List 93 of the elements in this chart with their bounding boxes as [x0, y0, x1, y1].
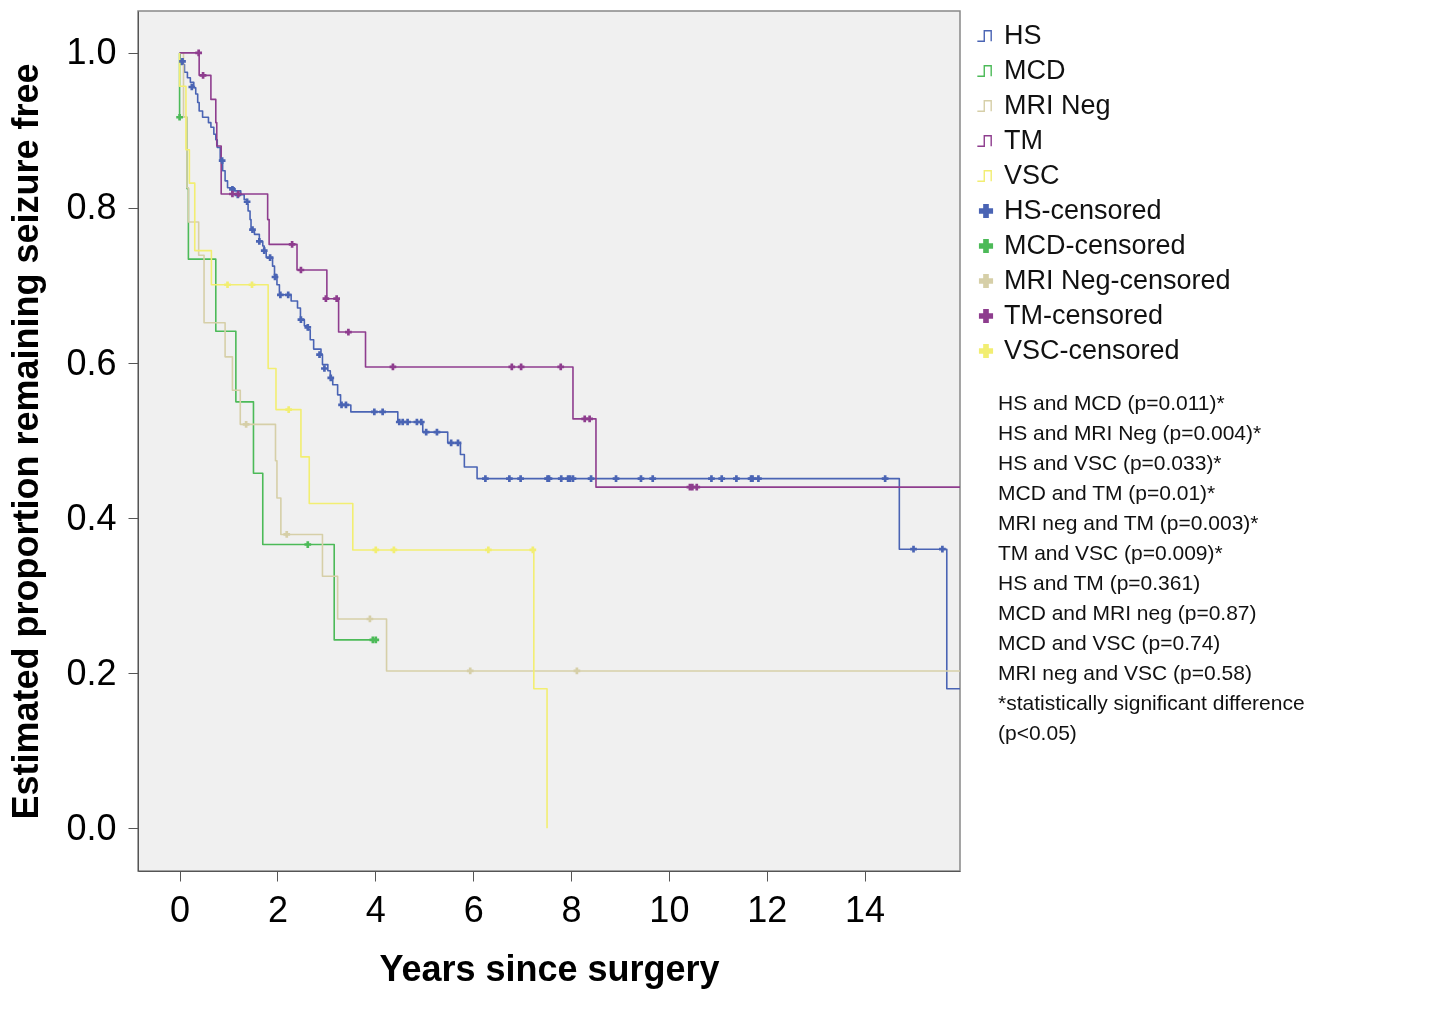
- point: [266, 254, 274, 261]
- legend-label: TM: [1004, 125, 1043, 155]
- point: [557, 475, 565, 482]
- y-tick-label: 0.6: [66, 341, 117, 383]
- x-tick-label: 4: [365, 888, 386, 930]
- point: [284, 291, 292, 299]
- point: [176, 113, 183, 121]
- point: [345, 328, 352, 336]
- point: [260, 247, 268, 254]
- point: [649, 475, 657, 482]
- text: MRI neg and VSC (p=0.58): [998, 661, 1252, 684]
- point: [304, 324, 312, 331]
- point: [484, 546, 492, 554]
- point: [195, 49, 203, 57]
- point: [277, 291, 284, 299]
- point: [557, 363, 565, 371]
- y-tick-label: 0.0: [66, 806, 117, 848]
- x-tick-label: 14: [845, 888, 886, 930]
- text: HS and TM (p=0.361): [998, 571, 1201, 594]
- point: [881, 475, 889, 482]
- point: [249, 226, 256, 234]
- point: [587, 475, 595, 482]
- text: MCD and MRI neg (p=0.87): [998, 601, 1257, 624]
- point: [637, 475, 645, 482]
- point: [218, 157, 226, 165]
- y-tick-label: 0.8: [66, 186, 117, 228]
- legend-label: VSC-censored: [1004, 335, 1180, 365]
- point: [316, 351, 323, 358]
- y-tick-label: 0.2: [66, 651, 117, 693]
- point: [327, 374, 335, 382]
- x-axis-title: Years since surgery: [379, 947, 720, 989]
- point: [372, 546, 380, 554]
- text: TM and VSC (p=0.009)*: [998, 541, 1223, 564]
- text: HS and VSC (p=0.033)*: [998, 451, 1222, 474]
- point: [755, 475, 762, 482]
- x-tick-label: 0: [170, 888, 191, 930]
- point: [379, 408, 386, 416]
- point: [718, 475, 726, 482]
- point: [370, 408, 378, 416]
- text: HS and MRI Neg (p=0.004)*: [998, 421, 1262, 444]
- point: [517, 475, 524, 482]
- x-tick-label: 6: [463, 888, 484, 930]
- point: [188, 83, 196, 91]
- point: [285, 406, 293, 413]
- legend-label: MRI Neg-censored: [1004, 265, 1231, 295]
- point: [288, 241, 296, 248]
- y-axis-title: Estimated proportion remaining seizure free: [5, 63, 47, 820]
- point: [179, 58, 186, 65]
- legend-label: HS-censored: [1004, 195, 1162, 225]
- point: [248, 281, 256, 289]
- point: [482, 475, 489, 482]
- point: [422, 428, 430, 436]
- point: [404, 418, 411, 426]
- point: [199, 72, 207, 79]
- y-tick-label: 1.0: [66, 31, 117, 73]
- point: [466, 667, 474, 675]
- x-tick-label: 8: [561, 888, 582, 930]
- x-tick-label: 2: [267, 888, 288, 930]
- text: (p<0.05): [998, 721, 1077, 744]
- text: MRI neg and TM (p=0.003)*: [998, 511, 1259, 534]
- text: *statistically significant difference: [998, 691, 1305, 714]
- text: MCD and TM (p=0.01)*: [998, 481, 1216, 504]
- point: [417, 418, 425, 426]
- point: [255, 237, 263, 245]
- x-tick-label: 12: [747, 888, 788, 930]
- legend-label: MCD: [1004, 55, 1066, 85]
- point: [304, 541, 312, 548]
- point: [242, 420, 250, 428]
- point: [322, 295, 330, 303]
- legend-label: TM-censored: [1004, 300, 1164, 330]
- point: [708, 475, 715, 482]
- legend-label: MRI Neg: [1004, 90, 1111, 120]
- point: [612, 475, 620, 482]
- point: [283, 531, 291, 538]
- y-tick-label: 0.4: [66, 496, 117, 538]
- point: [733, 475, 740, 482]
- legend-label: MCD-censored: [1004, 230, 1186, 260]
- text: HS and MCD (p=0.011)*: [998, 391, 1225, 414]
- legend-label: VSC: [1004, 160, 1060, 190]
- point: [508, 363, 516, 371]
- point: [321, 365, 328, 372]
- point: [297, 316, 305, 323]
- point: [243, 198, 251, 206]
- point: [939, 545, 946, 553]
- x-tick-label: 10: [649, 888, 690, 930]
- point: [224, 281, 231, 289]
- point: [506, 475, 513, 482]
- point: [693, 483, 701, 491]
- point: [333, 295, 340, 303]
- point: [910, 545, 917, 553]
- legend-label: HS: [1004, 20, 1042, 50]
- text: MCD and VSC (p=0.74): [998, 631, 1221, 654]
- point: [586, 415, 593, 423]
